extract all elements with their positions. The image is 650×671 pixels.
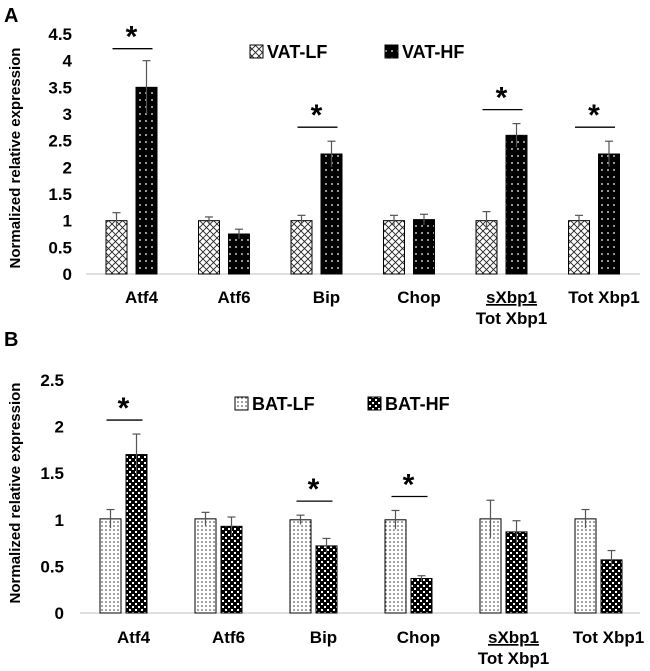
bar-vat-hf	[598, 153, 620, 275]
significance-star: *	[588, 99, 600, 132]
category-label: Bip	[310, 628, 337, 647]
y-tick-label: 2	[63, 158, 72, 177]
bar-vat-hf	[320, 153, 343, 275]
panel-label: B	[4, 329, 18, 351]
category-label-denominator: Tot Xbp1	[478, 649, 549, 668]
legend-label-hf: VAT-HF	[402, 42, 464, 62]
legend-label-lf: BAT-LF	[252, 394, 315, 414]
bar-vat-hf	[413, 219, 435, 275]
bar-vat-hf	[505, 134, 528, 275]
bar-bat-lf	[194, 518, 217, 614]
significance-star: *	[126, 21, 138, 54]
bar-bat-hf	[505, 531, 528, 614]
bar-bat-hf	[125, 454, 148, 614]
bar-bat-lf	[574, 518, 597, 614]
y-tick-label: 4	[63, 52, 73, 71]
panel-a: A Normalized relative expression 0 0.5 1 1.…	[4, 5, 640, 328]
legend: VAT-LF VAT-HF	[249, 42, 464, 62]
bar-bat-hf	[315, 545, 338, 614]
bar-bat-hf	[220, 525, 243, 614]
category-label: Atf4	[125, 288, 159, 307]
bar-vat-lf	[383, 220, 405, 275]
bar-bat-hf	[410, 578, 433, 614]
significance-star: *	[403, 468, 415, 501]
legend: BAT-LF BAT-HF	[234, 394, 450, 414]
y-tick-label: 1.5	[40, 464, 64, 483]
category-label: Chop	[397, 628, 440, 647]
significance-star: *	[311, 99, 323, 132]
category-label: Tot Xbp1	[568, 288, 639, 307]
y-axis-label: Normalized relative expression	[7, 48, 24, 269]
legend-swatch-lf	[234, 396, 249, 411]
legend-label-hf: BAT-HF	[385, 394, 450, 414]
category-label: Tot Xbp1	[573, 628, 644, 647]
y-axis-label: Normalized relative expression	[7, 383, 24, 604]
category-label: Atf6	[217, 288, 250, 307]
bar-bat-lf	[384, 519, 407, 614]
panel-label: A	[4, 5, 18, 27]
panel-b: B Normalized relative expression 0 0.5 1 1.…	[4, 329, 644, 668]
bar-vat-lf	[290, 220, 313, 275]
category-label: sXbp1	[488, 628, 539, 647]
bar-vat-lf	[198, 220, 220, 275]
significance-star: *	[118, 392, 130, 425]
legend-swatch-hf	[367, 396, 382, 411]
y-tick-label: 0	[63, 265, 72, 284]
bar-bat-lf	[99, 518, 122, 614]
category-label: Atf4	[117, 628, 151, 647]
significance-star: *	[496, 82, 508, 115]
legend-swatch-lf	[249, 44, 264, 59]
significance-star: *	[308, 473, 320, 506]
y-tick-label: 2.5	[40, 371, 64, 390]
bar-bat-lf	[289, 519, 312, 614]
bar-vat-lf	[568, 220, 590, 275]
y-tick-label: 2	[55, 418, 64, 437]
y-tick-label: 1	[63, 212, 72, 231]
y-tick-label: 1	[55, 511, 64, 530]
category-label: Atf6	[212, 628, 245, 647]
y-tick-label: 0.5	[48, 238, 72, 257]
y-tick-label: 4.5	[48, 25, 72, 44]
y-tick-label: 3	[63, 105, 72, 124]
bar-vat-hf	[228, 233, 250, 275]
y-tick-label: 2.5	[48, 132, 72, 151]
bar-vat-hf	[135, 86, 158, 275]
legend-swatch-hf	[384, 44, 399, 59]
category-label: sXbp1	[486, 288, 537, 307]
legend-label-lf: VAT-LF	[267, 42, 327, 62]
category-label: Chop	[397, 288, 440, 307]
y-tick-label: 3.5	[48, 78, 72, 97]
y-tick-label: 0	[55, 604, 64, 623]
category-label: Bip	[313, 288, 340, 307]
y-tick-label: 1.5	[48, 185, 72, 204]
category-label-denominator: Tot Xbp1	[476, 309, 547, 328]
y-tick-label: 0.5	[40, 557, 64, 576]
